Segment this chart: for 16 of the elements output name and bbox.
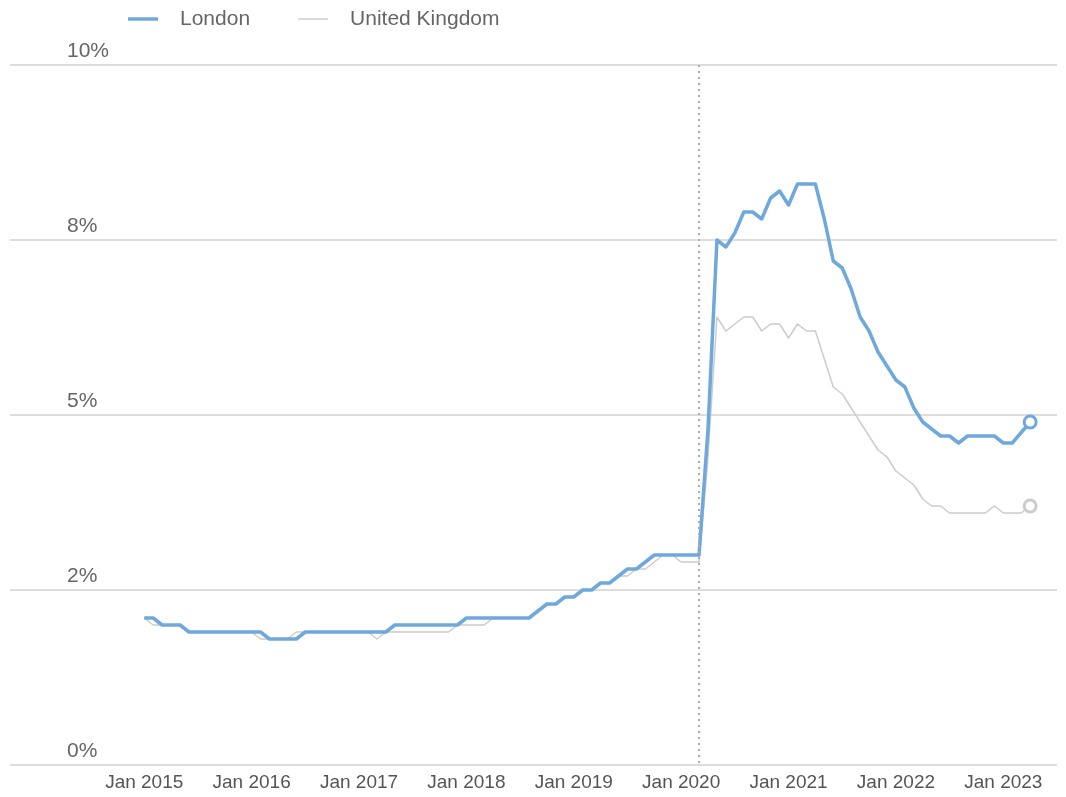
y-tick-label: 8% bbox=[67, 213, 98, 236]
x-tick-label: Jan 2020 bbox=[642, 770, 721, 792]
legend-label: London bbox=[180, 5, 251, 29]
y-tick-label: 0% bbox=[67, 738, 98, 761]
x-tick-label: Jan 2016 bbox=[212, 770, 291, 792]
x-tick-label: Jan 2018 bbox=[427, 770, 506, 792]
y-tick-label: 2% bbox=[67, 563, 98, 586]
x-tick-label: Jan 2015 bbox=[105, 770, 184, 792]
x-tick-label: Jan 2022 bbox=[856, 770, 936, 792]
x-tick-label: Jan 2021 bbox=[749, 770, 828, 792]
x-tick-label: Jan 2023 bbox=[964, 770, 1043, 792]
x-tick-label: Jan 2019 bbox=[534, 770, 613, 792]
x-tick-label: Jan 2017 bbox=[319, 770, 399, 792]
y-tick-label: 10% bbox=[67, 38, 110, 61]
y-tick-label: 5% bbox=[67, 388, 98, 411]
legend-label: United Kingdom bbox=[350, 5, 500, 29]
